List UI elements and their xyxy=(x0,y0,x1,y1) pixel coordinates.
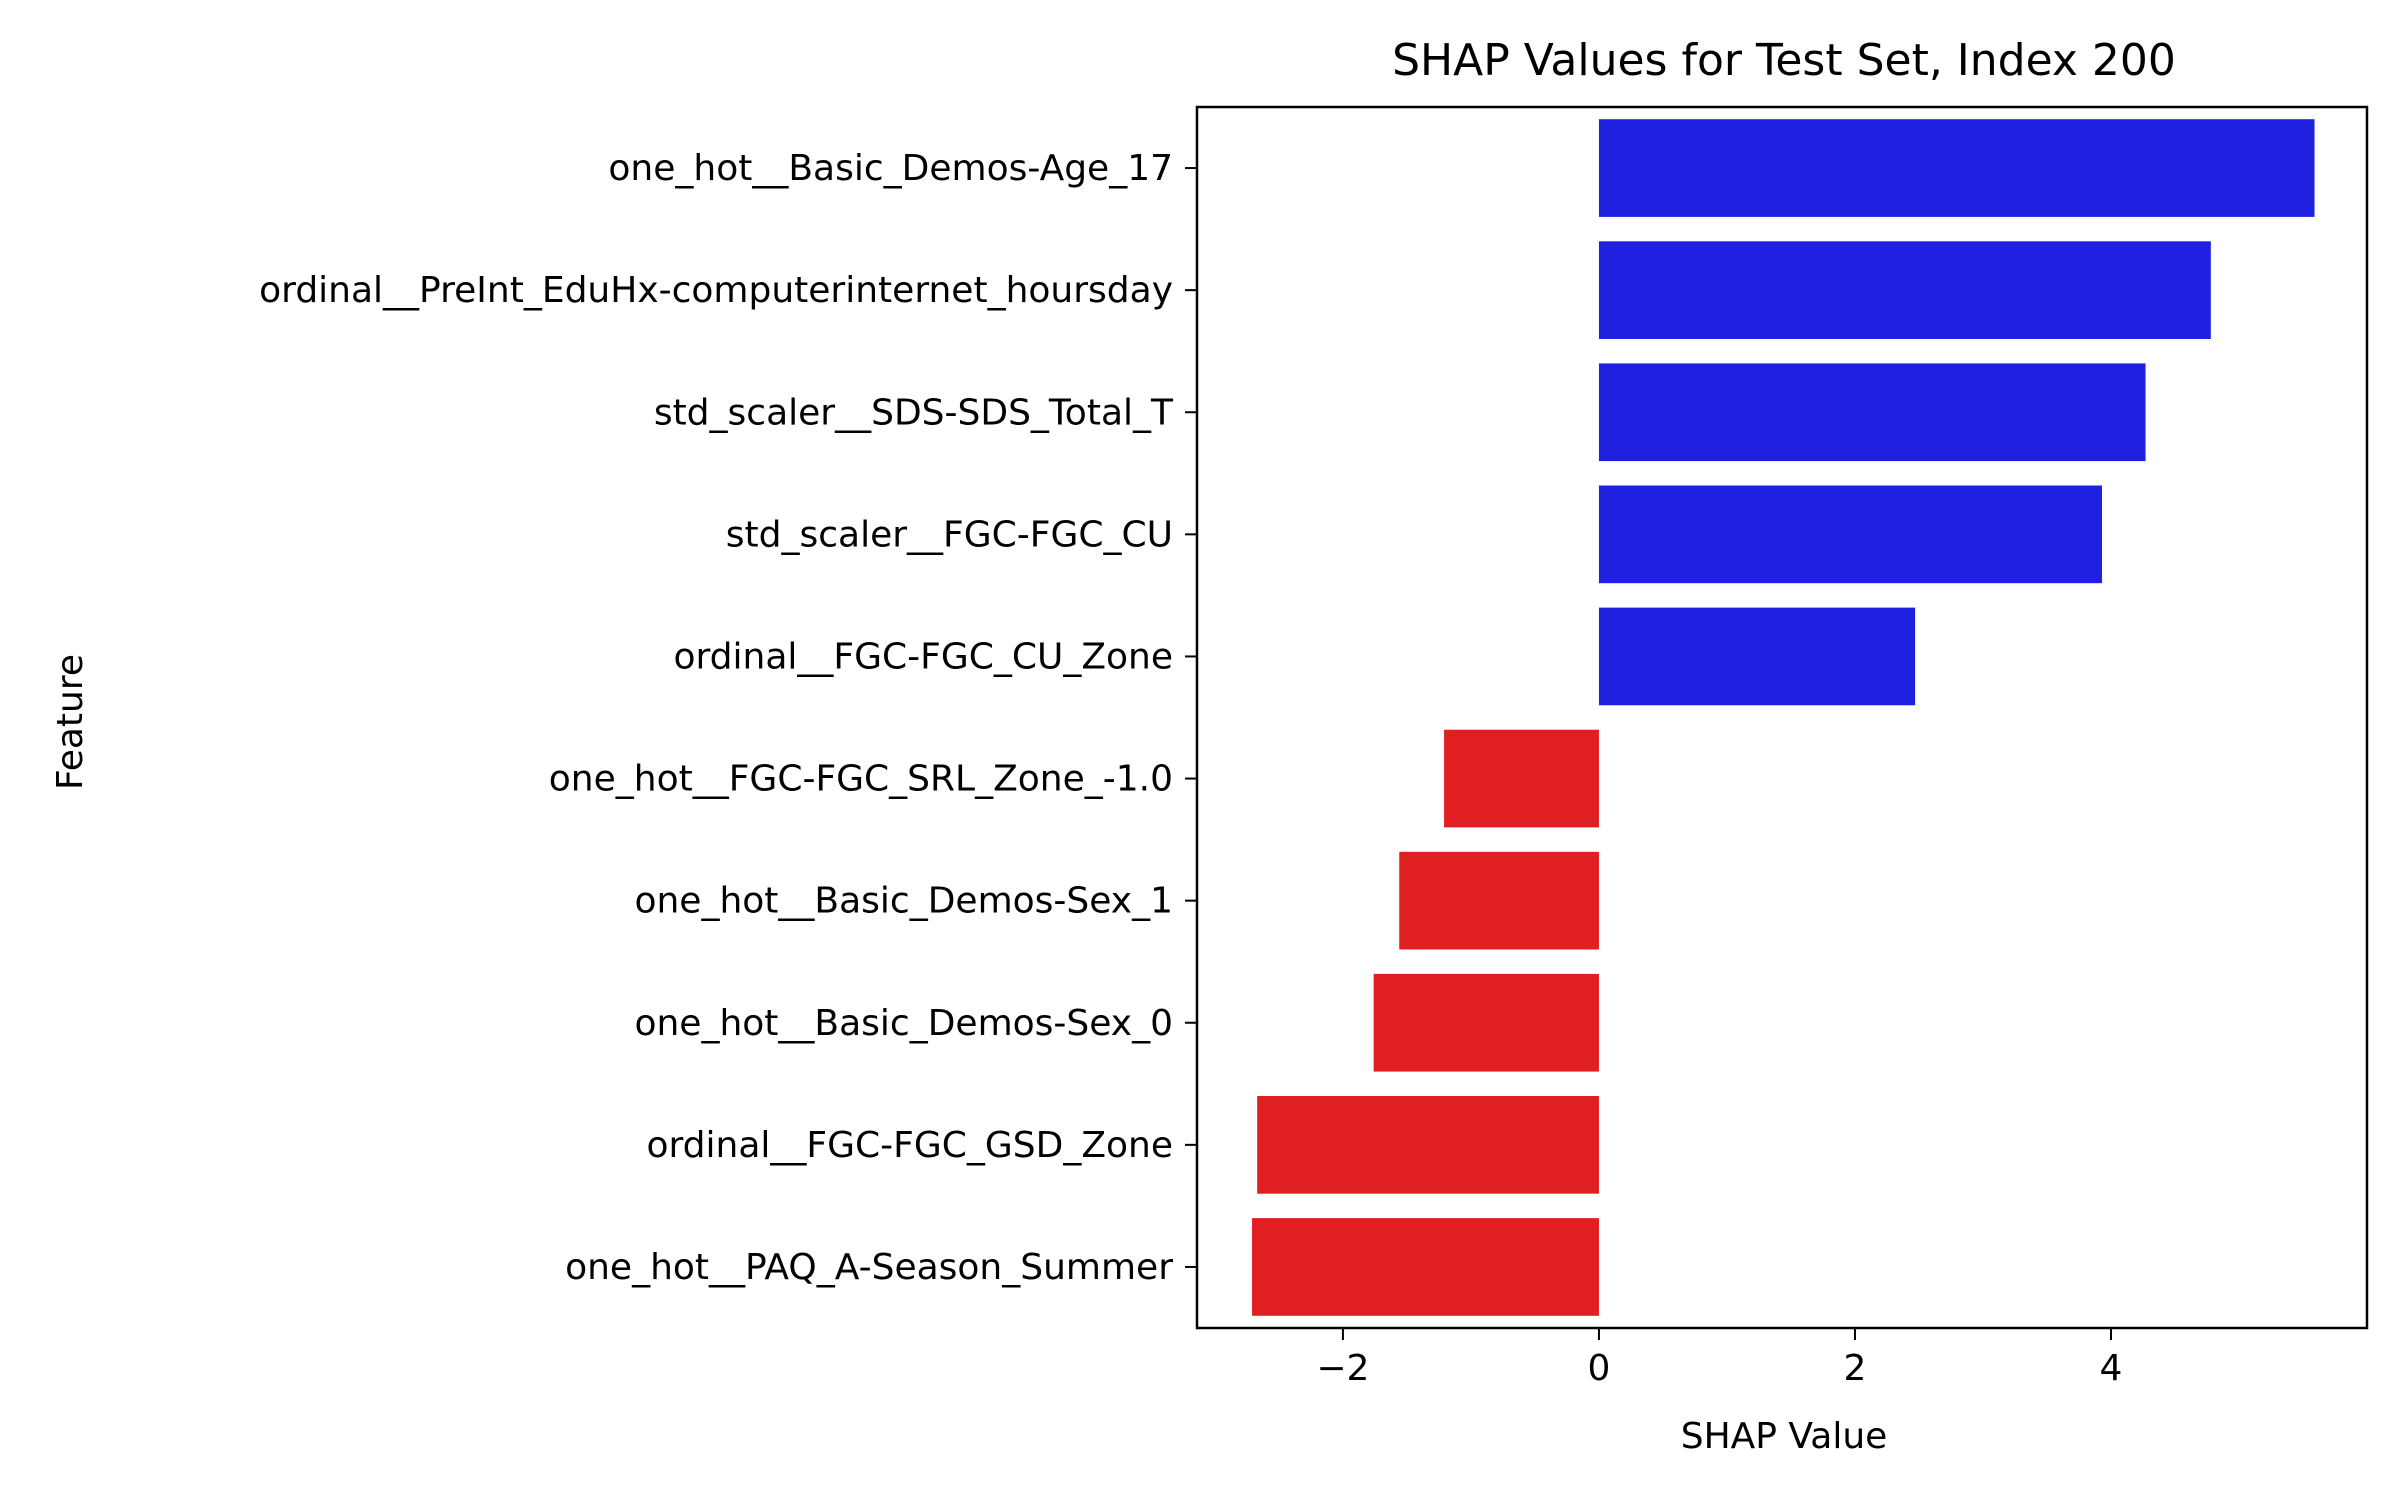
y-tick-label-5: one_hot__FGC-FGC_SRL_Zone_-1.0 xyxy=(549,759,1173,800)
x-axis-ticks: −2 0 2 4 xyxy=(1316,1328,2122,1389)
y-tick-label-9: one_hot__PAQ_A-Season_Summer xyxy=(565,1247,1173,1288)
bar-6 xyxy=(1399,851,1599,950)
bar-3 xyxy=(1598,485,2103,584)
y-tick-label-3: std_scaler__FGC-FGC_CU xyxy=(726,514,1173,555)
x-tick-label-3: 4 xyxy=(2100,1348,2123,1389)
chart-title: SHAP Values for Test Set, Index 200 xyxy=(1392,35,2176,86)
bar-4 xyxy=(1598,607,1916,706)
bar-2 xyxy=(1598,363,2146,462)
y-tick-label-7: one_hot__Basic_Demos-Sex_0 xyxy=(634,1003,1173,1044)
y-axis-ticks: one_hot__Basic_Demos-Age_17 ordinal__PreI… xyxy=(259,148,1197,1288)
bar-9 xyxy=(1252,1218,1599,1316)
bar-8 xyxy=(1257,1096,1599,1194)
y-tick-label-4: ordinal__FGC-FGC_CU_Zone xyxy=(673,636,1173,677)
x-tick-label-1: 0 xyxy=(1587,1348,1610,1389)
bar-7 xyxy=(1373,973,1599,1072)
plot-frame xyxy=(1195,105,2369,1330)
x-axis-label: SHAP Value xyxy=(1681,1416,1888,1457)
bar-1 xyxy=(1598,241,2211,339)
y-tick-label-8: ordinal__FGC-FGC_GSD_Zone xyxy=(646,1125,1173,1166)
bar-5 xyxy=(1444,729,1599,828)
y-tick-label-2: std_scaler__SDS-SDS_Total_T xyxy=(654,392,1174,433)
y-tick-label-1: ordinal__PreInt_EduHx-computerinternet_h… xyxy=(259,270,1173,311)
y-axis-label: Feature xyxy=(50,654,91,790)
y-tick-label-6: one_hot__Basic_Demos-Sex_1 xyxy=(634,881,1173,922)
y-tick-label-0: one_hot__Basic_Demos-Age_17 xyxy=(608,148,1173,189)
x-tick-label-2: 2 xyxy=(1844,1348,1867,1389)
bars-group xyxy=(1252,119,2315,1316)
bar-0 xyxy=(1598,119,2315,217)
x-tick-label-0: −2 xyxy=(1316,1348,1369,1389)
